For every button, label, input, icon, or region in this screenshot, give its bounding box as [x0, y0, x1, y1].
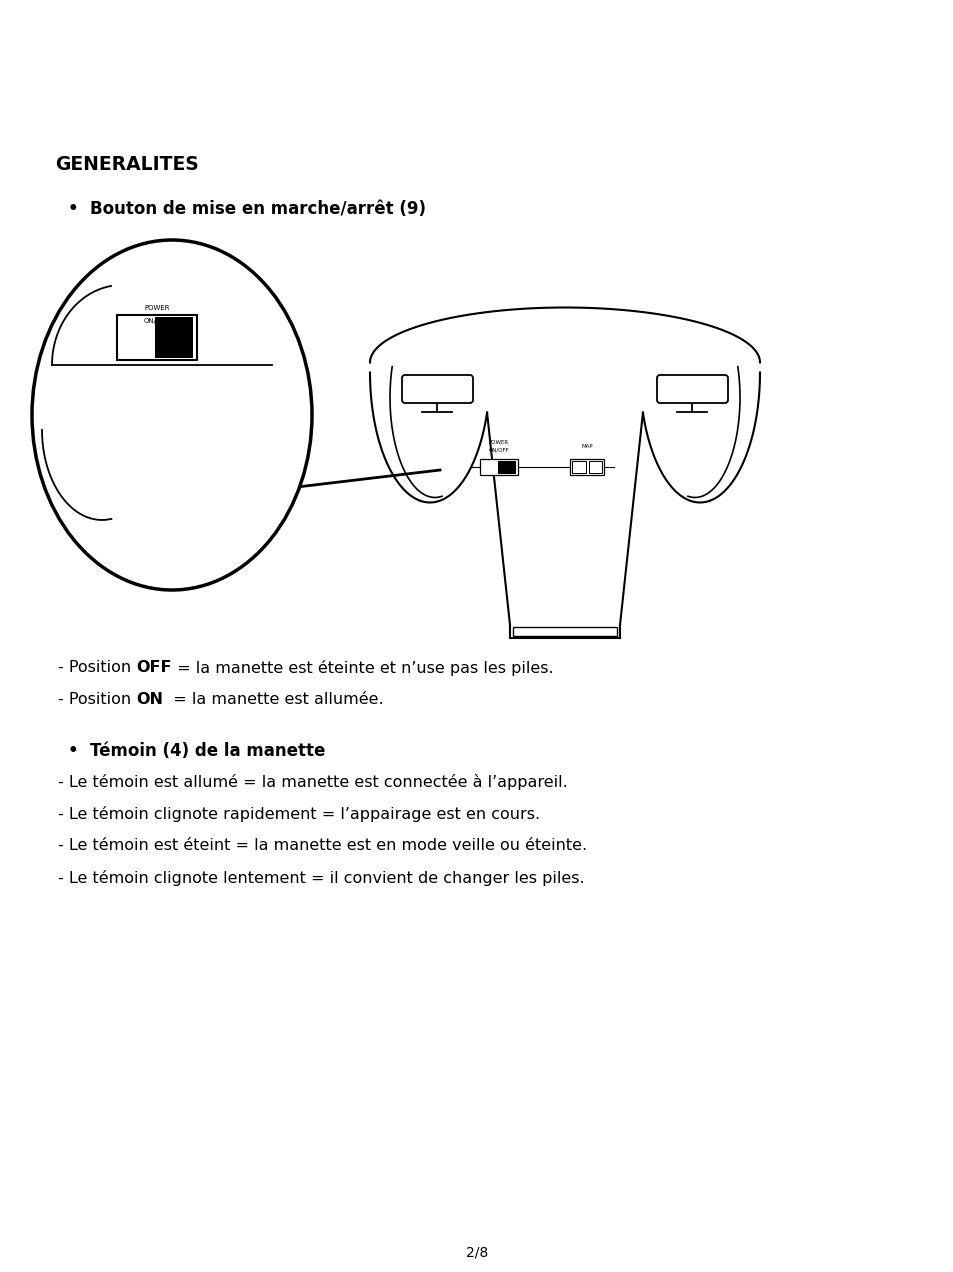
- Text: POWER: POWER: [489, 440, 509, 445]
- FancyBboxPatch shape: [401, 375, 473, 403]
- Text: •: •: [68, 742, 78, 759]
- FancyBboxPatch shape: [497, 460, 516, 473]
- FancyBboxPatch shape: [657, 375, 727, 403]
- FancyBboxPatch shape: [569, 459, 603, 474]
- Text: GENERALITES: GENERALITES: [55, 155, 198, 174]
- Text: = la manette est allumée.: = la manette est allumée.: [163, 692, 383, 707]
- FancyBboxPatch shape: [513, 627, 617, 636]
- Text: - Le témoin est éteint = la manette est en mode veille ou éteinte.: - Le témoin est éteint = la manette est …: [58, 838, 586, 854]
- Text: ON/OFF: ON/OFF: [144, 318, 170, 324]
- Text: - Le témoin clignote lentement = il convient de changer les piles.: - Le témoin clignote lentement = il conv…: [58, 870, 584, 887]
- Text: ON/OFF: ON/OFF: [488, 448, 509, 453]
- Text: = la manette est éteinte et n’use pas les piles.: = la manette est éteinte et n’use pas le…: [172, 660, 553, 675]
- FancyBboxPatch shape: [155, 317, 193, 357]
- Text: - Le témoin est allumé = la manette est connectée à l’appareil.: - Le témoin est allumé = la manette est …: [58, 773, 567, 790]
- FancyBboxPatch shape: [572, 460, 585, 473]
- Text: POWER: POWER: [144, 305, 170, 310]
- FancyBboxPatch shape: [117, 315, 196, 360]
- Text: 2/8: 2/8: [465, 1245, 488, 1259]
- Ellipse shape: [32, 240, 312, 590]
- Text: - Position: - Position: [58, 692, 136, 707]
- FancyBboxPatch shape: [588, 460, 601, 473]
- Text: Témoin (4) de la manette: Témoin (4) de la manette: [90, 742, 325, 759]
- Text: ON: ON: [136, 692, 163, 707]
- Text: MAP: MAP: [580, 444, 592, 449]
- Text: - Position: - Position: [58, 660, 136, 675]
- Text: •: •: [68, 200, 78, 218]
- FancyBboxPatch shape: [479, 459, 517, 474]
- Text: OFF: OFF: [136, 660, 172, 675]
- Text: Bouton de mise en marche/arrêt (9): Bouton de mise en marche/arrêt (9): [90, 200, 426, 218]
- Text: - Le témoin clignote rapidement = l’appairage est en cours.: - Le témoin clignote rapidement = l’appa…: [58, 806, 539, 822]
